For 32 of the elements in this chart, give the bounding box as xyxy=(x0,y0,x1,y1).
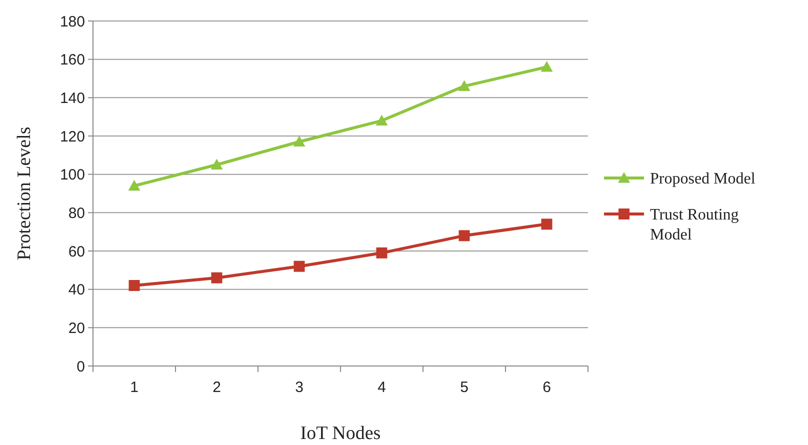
point xyxy=(294,260,305,272)
legend-label: Trust Routing Model xyxy=(650,206,739,244)
x-tick-label: 4 xyxy=(378,379,386,396)
y-tick-label: 80 xyxy=(68,204,85,222)
y-tick-label: 20 xyxy=(68,320,85,337)
point xyxy=(128,180,140,191)
point xyxy=(540,61,553,72)
y-tick-label: 40 xyxy=(68,282,85,299)
y-tick-label: 60 xyxy=(68,243,85,260)
y-tick-label: 160 xyxy=(60,52,85,69)
point xyxy=(376,247,388,258)
y-tick-label: 0 xyxy=(76,358,85,376)
x-tick-label: 3 xyxy=(295,379,304,396)
point xyxy=(458,80,470,91)
point xyxy=(541,218,552,230)
point xyxy=(128,280,140,291)
y-tick-label: 140 xyxy=(60,90,85,107)
x-tick-label: 5 xyxy=(460,379,468,396)
x-axis-title: IoT Nodes xyxy=(300,423,381,444)
x-tick-label: 6 xyxy=(542,379,551,396)
point xyxy=(210,158,223,170)
y-tick-label: 100 xyxy=(60,166,85,184)
x-tick-label: 2 xyxy=(212,379,221,396)
legend-label: Proposed Model xyxy=(650,170,756,188)
y-tick-label: 180 xyxy=(60,13,85,30)
y-axis-title: Protection Levels xyxy=(14,126,35,260)
point xyxy=(458,230,470,242)
point xyxy=(211,272,222,284)
point xyxy=(293,136,306,147)
x-tick-label: 1 xyxy=(130,379,138,396)
y-tick-label: 120 xyxy=(60,128,85,146)
point xyxy=(376,114,388,126)
